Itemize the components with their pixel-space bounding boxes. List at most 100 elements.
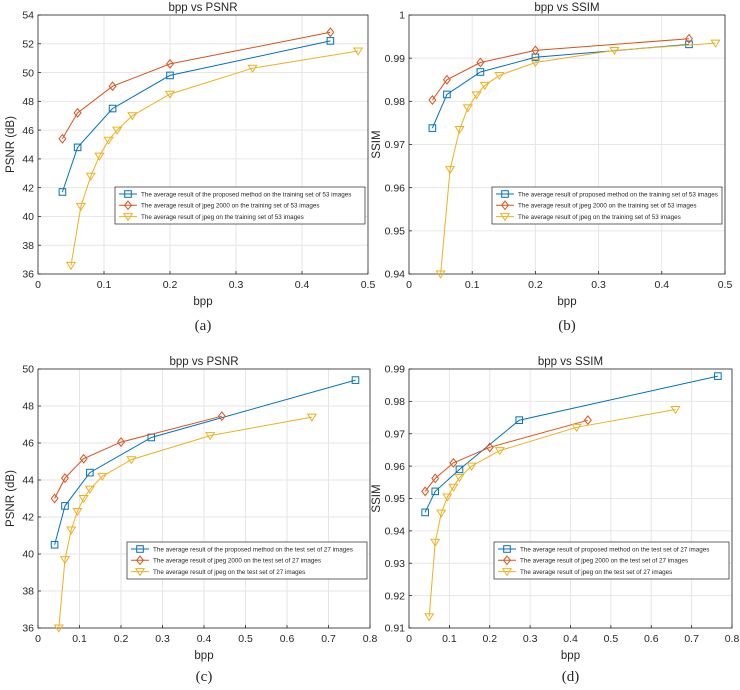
data-point-jpeg2000: [326, 27, 335, 38]
x-tick-label: 0.5: [238, 633, 253, 645]
panel-caption: (b): [558, 318, 576, 334]
y-tick-label: 44: [22, 154, 34, 166]
x-tick-label: 0.8: [725, 633, 740, 645]
series-line-jpeg2000: [61, 31, 331, 139]
legend: The average result of proposed method on…: [493, 541, 730, 580]
data-point-jpeg: [59, 556, 71, 565]
y-axis-label: SSIM: [371, 484, 383, 512]
series-jpeg2000: [58, 27, 335, 144]
legend-marker-jpeg: [499, 213, 511, 222]
x-tick-label: 0.5: [718, 279, 733, 291]
chart-panel-1: 0 0.1 0.2 0.3 0.4 0.5 36 38 40 42 44 46 48 50 52 54 bpp …: [5, 2, 375, 334]
y-tick-label: 40: [22, 211, 34, 223]
data-point-jpeg2000: [431, 473, 440, 484]
legend-entry: The average result of the proposed metho…: [141, 191, 351, 198]
y-tick-label: 0.99: [385, 53, 406, 65]
data-point-jpeg: [466, 462, 477, 471]
series-jpeg2000: [50, 411, 226, 504]
x-tick-label: 0.7: [321, 633, 336, 645]
series-proposed: [428, 40, 693, 132]
y-tick-label: 0.94: [385, 269, 406, 281]
x-tick-label: 0: [35, 633, 41, 645]
legend-entry: The average result of jpeg on the traini…: [518, 214, 681, 221]
chart-title: bpp vs SSIM: [538, 356, 603, 368]
x-tick-label: 0.3: [155, 633, 170, 645]
data-point-jpeg: [85, 172, 96, 181]
data-point-jpeg: [352, 47, 364, 56]
y-tick-label: 0.91: [385, 623, 406, 635]
data-point-jpeg: [609, 46, 620, 56]
series-line-proposed: [431, 43, 690, 129]
x-tick-label: 0.2: [482, 633, 497, 645]
legend-marker-proposed: [501, 190, 509, 198]
x-tick-label: 0.4: [654, 279, 669, 291]
data-point-jpeg: [435, 270, 446, 279]
y-axis-label: PSNR (dB): [5, 116, 17, 173]
legend-entry: The average result of jpeg 2000 on the t…: [520, 558, 688, 565]
y-tick-label: 54: [22, 10, 34, 22]
legend-entry: The average result of jpeg on the test s…: [520, 569, 672, 576]
y-tick-label: 0.95: [385, 493, 406, 505]
y-tick-label: 0.98: [385, 96, 406, 108]
y-tick-label: 0.97: [385, 139, 406, 151]
series-line-proposed: [54, 379, 356, 545]
y-tick-label: 46: [22, 125, 34, 137]
y-tick-label: 0.92: [385, 590, 406, 602]
chart-title: bpp vs PSNR: [169, 356, 238, 368]
legend-entry: The average result of proposed method on…: [518, 191, 718, 198]
data-point-jpeg: [471, 91, 482, 100]
data-point-jpeg: [205, 432, 216, 441]
axes-box: [37, 368, 371, 629]
x-tick-label: 0.3: [591, 279, 606, 291]
x-tick-label: 0: [406, 633, 412, 645]
data-point-jpeg: [127, 112, 138, 121]
axes-box: [37, 14, 369, 275]
series-line-jpeg: [70, 50, 359, 266]
data-point-jpeg: [710, 39, 721, 48]
x-axis-label: bpp: [194, 650, 213, 662]
legend-marker-jpeg2000: [500, 200, 510, 211]
chart-title: bpp vs PSNR: [168, 2, 237, 14]
series-line-jpeg: [440, 42, 716, 275]
y-axis-label: SSIM: [371, 130, 383, 158]
data-point-jpeg: [530, 59, 541, 68]
legend: The average result of the proposed metho…: [114, 186, 366, 225]
data-point-jpeg: [430, 538, 441, 547]
y-tick-label: 36: [22, 269, 34, 281]
data-point-proposed: [73, 143, 82, 152]
y-tick-label: 44: [22, 475, 34, 487]
x-tick-label: 0.3: [523, 633, 538, 645]
x-tick-label: 0: [406, 279, 412, 291]
y-tick-label: 0.99: [385, 364, 406, 376]
data-point-jpeg2000: [485, 442, 494, 453]
x-axis-label: bpp: [557, 296, 576, 308]
chart-panel-4: 0 0.1 0.2 0.3 0.4 0.5 0.6 0.7 0.8 0.91 0.92 0.93 0.9…: [371, 356, 739, 685]
series-jpeg2000: [428, 33, 693, 106]
x-tick-label: 0.7: [684, 633, 699, 645]
data-point-jpeg2000: [531, 45, 540, 56]
data-point-jpeg: [424, 613, 435, 622]
data-point-proposed: [714, 372, 722, 380]
y-tick-label: 46: [22, 438, 34, 450]
plot-area: [38, 15, 368, 274]
legend-entry: The average result of jpeg 2000 on the t…: [141, 203, 320, 210]
data-point-proposed: [428, 124, 437, 132]
data-point-proposed: [326, 37, 335, 45]
x-tick-label: 0.5: [361, 279, 376, 291]
series-jpeg: [435, 39, 721, 279]
data-point-jpeg: [462, 104, 473, 113]
series-jpeg: [65, 47, 364, 271]
data-point-jpeg: [112, 126, 123, 135]
y-tick-label: 0.98: [385, 396, 406, 408]
series-proposed: [58, 37, 335, 196]
data-point-proposed: [476, 68, 485, 76]
legend-marker-proposed: [136, 545, 144, 553]
series-jpeg: [53, 413, 318, 633]
series-line-proposed: [61, 40, 331, 193]
data-point-jpeg: [72, 508, 83, 517]
data-point-jpeg2000: [60, 473, 69, 484]
x-tick-label: 0.3: [229, 279, 244, 291]
legend-marker-jpeg: [134, 568, 146, 577]
data-point-jpeg: [53, 624, 64, 633]
data-point-jpeg: [75, 202, 87, 212]
